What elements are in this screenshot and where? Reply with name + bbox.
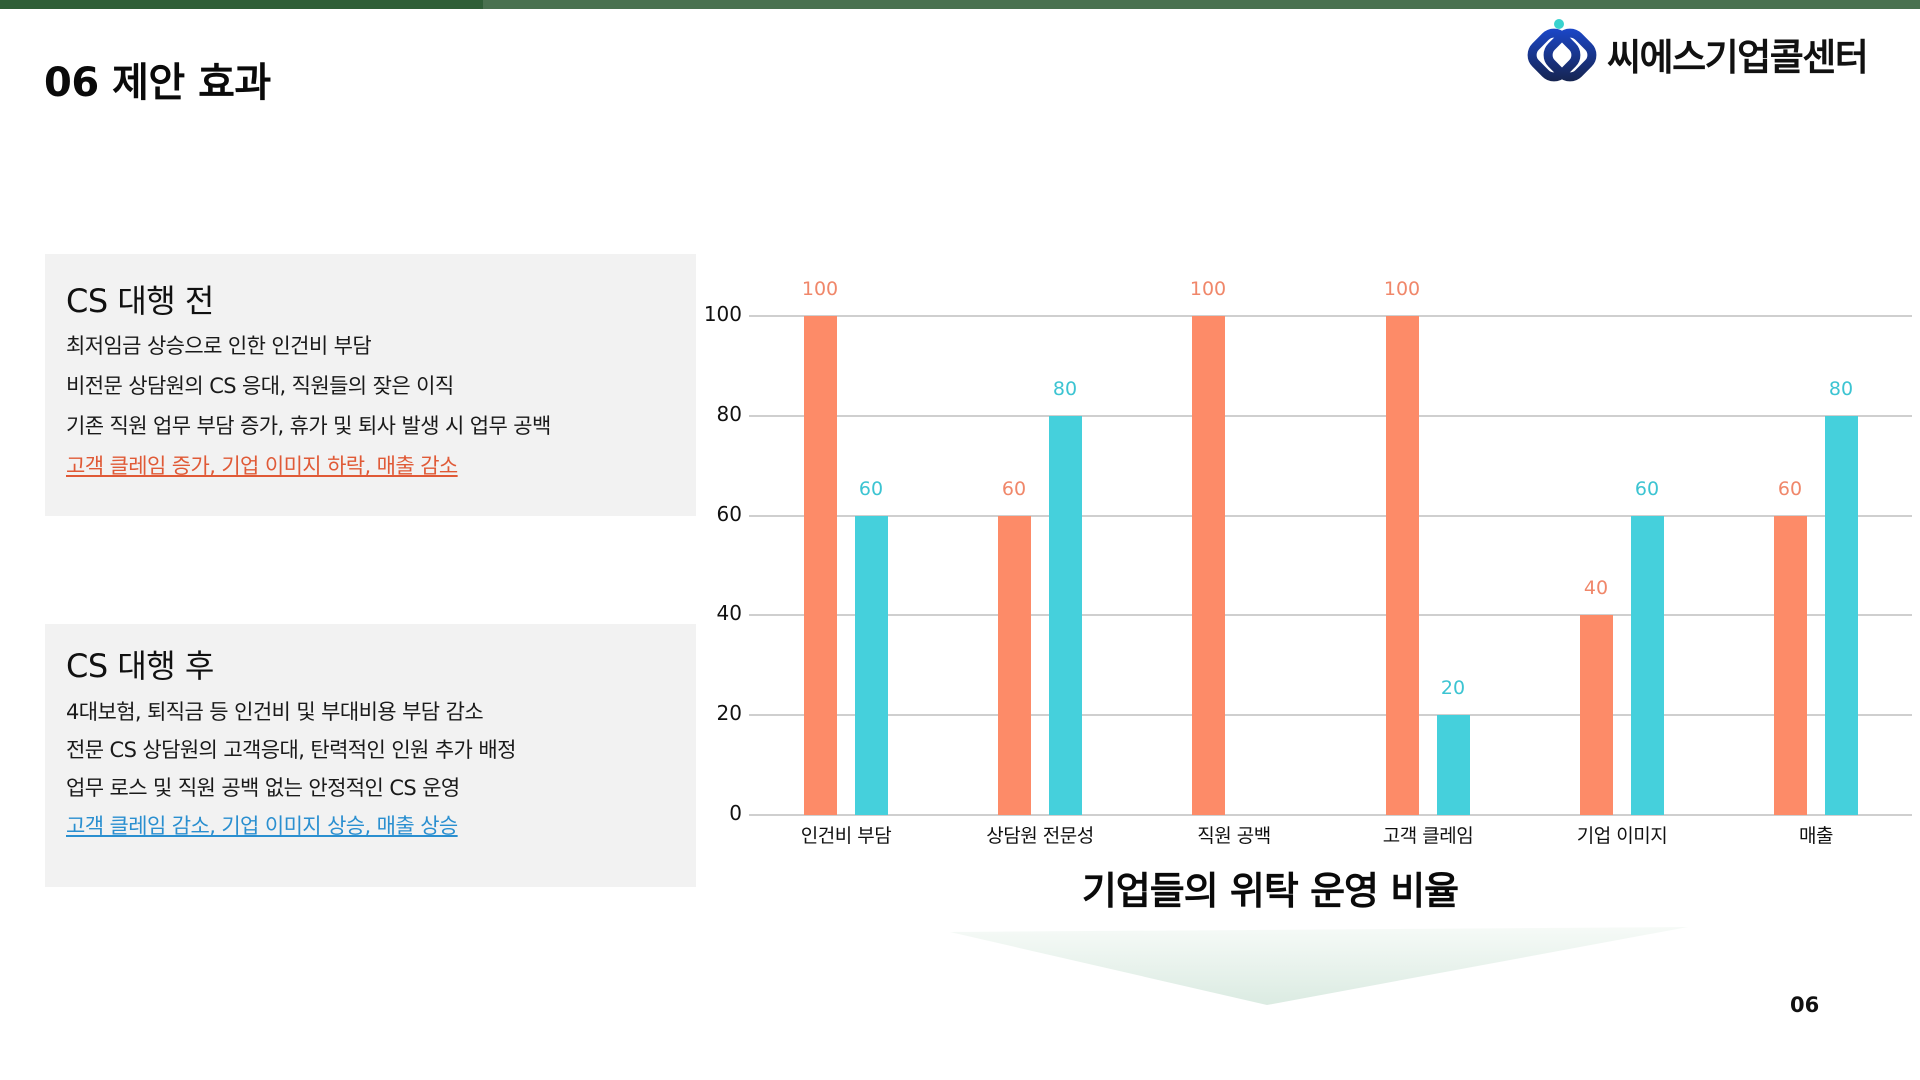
- y-axis-tick-label: 0: [729, 801, 742, 825]
- before-item: 비전문 상담원의 CS 응대, 직원들의 잦은 이직: [66, 374, 454, 398]
- y-axis-tick-label: 80: [716, 401, 742, 426]
- bar-value-label: 60: [1001, 477, 1027, 500]
- page-title: 06 제안 효과: [44, 60, 271, 106]
- bar-value-label: 100: [801, 278, 839, 300]
- bar-before: [804, 316, 837, 815]
- bar-chart: 0 20 40 60 80 100 100 60 인건비 부담 60 80 상담원 전문성 100 직원 …: [690, 270, 1920, 847]
- bar-before: [1386, 316, 1419, 815]
- gridline: [749, 714, 1912, 717]
- bar-value-label: 60: [1634, 477, 1660, 500]
- bar-value-label: 40: [1583, 577, 1609, 600]
- bar-after: [1437, 715, 1470, 815]
- bar-value-label: 60: [1777, 477, 1803, 500]
- after-highlight-item: 고객 클레임 감소, 기업 이미지 상승, 매출 상승: [66, 814, 458, 838]
- y-axis-tick-label: 40: [716, 601, 742, 626]
- after-panel: CS 대행 후 4대보험, 퇴직금 등 인건비 및 부대비용 부담 감소 전문 …: [45, 624, 696, 887]
- bar-value-label: 100: [1383, 278, 1421, 300]
- bar-after: [855, 515, 888, 815]
- after-item: 4대보험, 퇴직금 등 인건비 및 부대비용 부담 감소: [66, 700, 484, 724]
- top-accent-bar: [0, 0, 1920, 9]
- gridline: [749, 315, 1912, 317]
- after-list: 4대보험, 퇴직금 등 인건비 및 부대비용 부담 감소 전문 CS 상담원의 …: [66, 693, 696, 845]
- before-item: 최저임금 상승으로 인한 인건비 부담: [66, 334, 372, 358]
- bar-before: [1192, 316, 1225, 815]
- company-logo: 씨에스기업콜센터: [1525, 18, 1869, 90]
- bar-value-label: 60: [858, 477, 884, 500]
- y-axis-tick-label: 20: [716, 701, 742, 726]
- down-arrow-icon: [950, 927, 1688, 1005]
- gridline: [749, 814, 1912, 816]
- gridline: [749, 614, 1912, 617]
- logo-chain-icon: [1527, 19, 1597, 82]
- logo-text: 씨에스기업콜센터: [1607, 36, 1869, 79]
- gridline: [749, 514, 1912, 517]
- x-axis-category-label: 상담원 전문성: [986, 825, 1094, 847]
- bar-value-label: 80: [1052, 377, 1078, 400]
- after-item: 업무 로스 및 직원 공백 없는 안정적인 CS 운영: [66, 776, 460, 800]
- top-accent-bar-dark-segment: [0, 0, 483, 9]
- y-axis-tick-label: 100: [703, 302, 742, 326]
- x-axis-category-label: 고객 클레임: [1382, 825, 1474, 847]
- bar-after: [1049, 415, 1082, 815]
- x-axis-category-label: 매출: [1799, 825, 1833, 847]
- bar-after: [1825, 415, 1858, 815]
- bar-before: [1774, 515, 1807, 815]
- bar-before: [998, 515, 1031, 815]
- bar-value-label: 20: [1440, 677, 1466, 700]
- x-axis-category-label: 인건비 부담: [800, 825, 892, 847]
- x-axis-category-label: 기업 이미지: [1576, 825, 1668, 847]
- x-axis-category-label: 직원 공백: [1197, 825, 1271, 847]
- after-title: CS 대행 후: [66, 647, 214, 685]
- before-item: 기존 직원 업무 부담 증가, 휴가 및 퇴사 발생 시 업무 공백: [66, 414, 551, 438]
- page-number: 06: [1790, 993, 1820, 1017]
- before-list: 최저임금 상승으로 인한 인건비 부담 비전문 상담원의 CS 응대, 직원들의…: [66, 326, 696, 486]
- before-highlight-item: 고객 클레임 증가, 기업 이미지 하락, 매출 감소: [66, 454, 458, 478]
- before-title: CS 대행 전: [66, 282, 214, 320]
- bar-value-label: 80: [1828, 377, 1854, 400]
- bar-after: [1631, 515, 1664, 815]
- bar-before: [1580, 615, 1613, 815]
- chart-title: 기업들의 위탁 운영 비율: [1081, 869, 1459, 913]
- gridline: [749, 414, 1912, 417]
- after-item: 전문 CS 상담원의 고객응대, 탄력적인 인원 추가 배정: [66, 738, 516, 762]
- bar-value-label: 100: [1189, 278, 1227, 300]
- before-panel: CS 대행 전 최저임금 상승으로 인한 인건비 부담 비전문 상담원의 CS …: [45, 254, 696, 516]
- y-axis-tick-label: 60: [716, 501, 742, 526]
